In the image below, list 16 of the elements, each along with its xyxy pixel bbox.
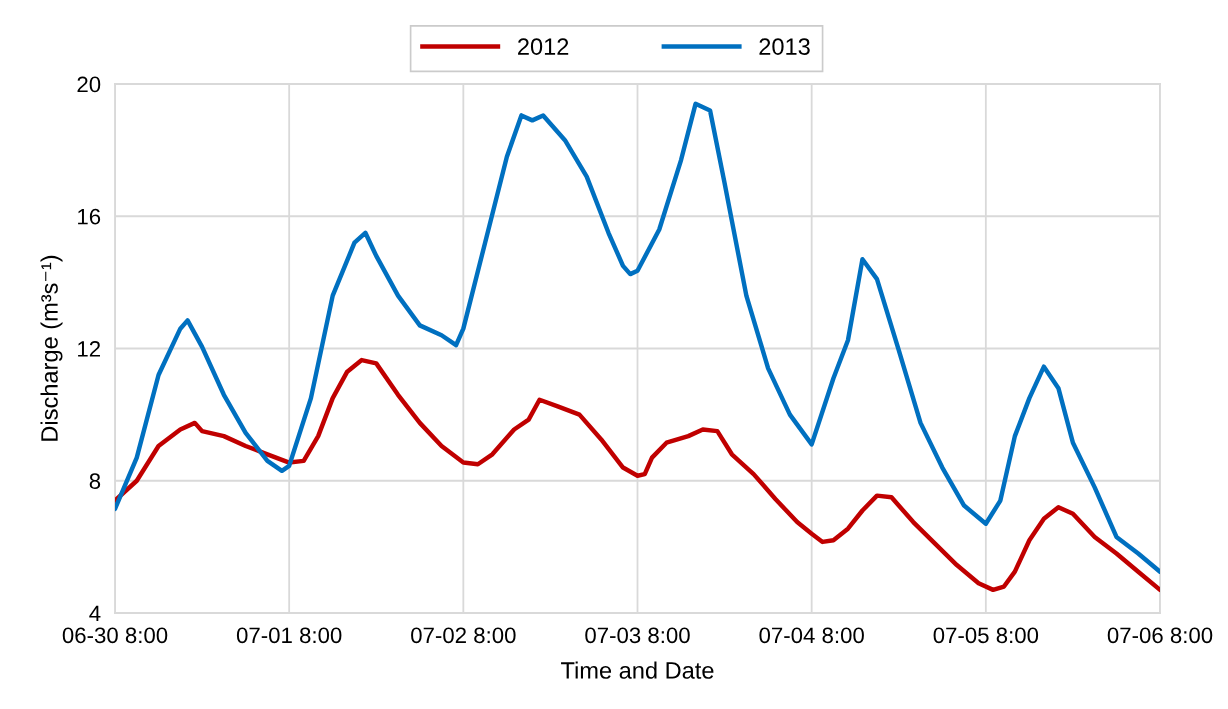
x-tick-label: 07-01 8:00	[236, 627, 342, 644]
y-tick-label: 12	[78, 341, 100, 357]
legend-label: 2012	[518, 38, 569, 55]
legend-label: 2013	[759, 38, 810, 55]
x-tick-label: 07-03 8:00	[585, 627, 690, 644]
y-tick-label: 4	[89, 605, 101, 622]
y-tick-label: 8	[89, 473, 101, 490]
x-tick-label: 07-06 8:00	[1107, 627, 1213, 644]
y-tick-label: 16	[78, 208, 101, 225]
x-tick-label: 07-02 8:00	[411, 627, 516, 644]
y-tick-label: 20	[77, 76, 101, 93]
x-axis-title: Time and Date	[561, 661, 714, 679]
x-tick-label: 07-04 8:00	[759, 627, 864, 644]
y-axis-title: Discharge (m³s⁻¹)	[40, 255, 63, 441]
x-tick-label: 07-05 8:00	[933, 627, 1039, 644]
x-tick-label: 06-30 8:00	[62, 627, 168, 644]
